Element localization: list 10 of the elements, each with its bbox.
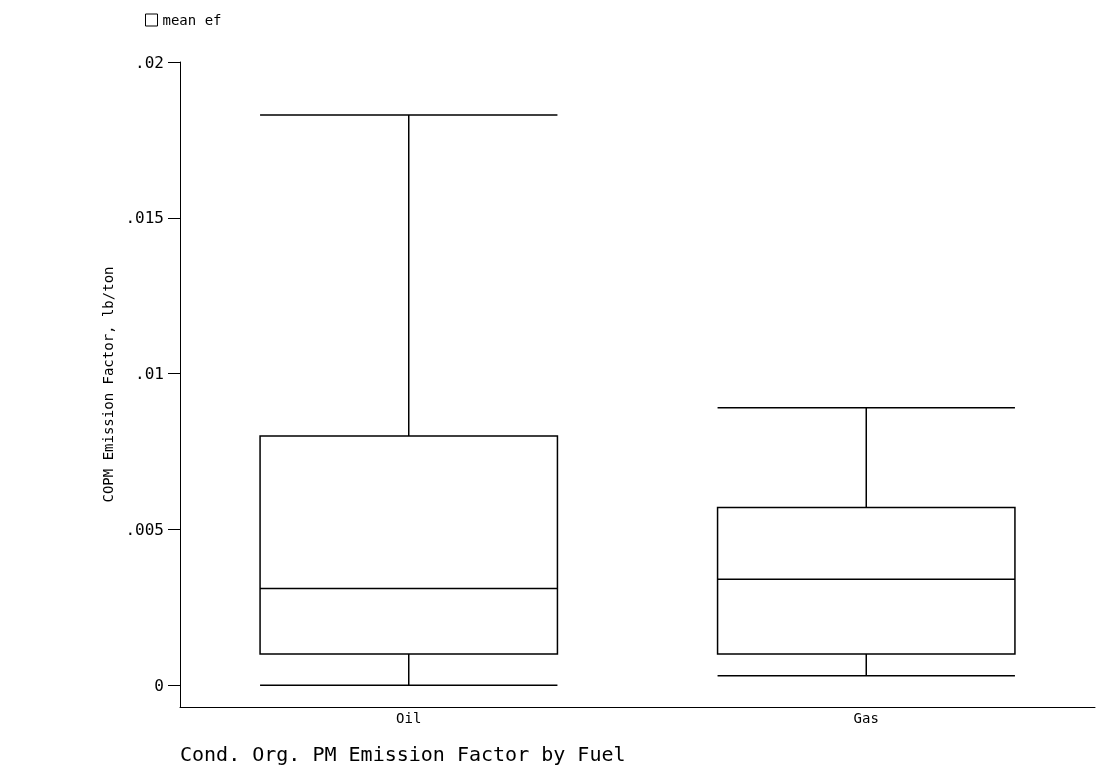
y-tick-label: .01 [135, 364, 164, 384]
legend-label: mean ef [162, 12, 222, 28]
y-axis-title: COPM Emission Factor, lb/ton [99, 266, 116, 503]
y-tick-label: .005 [125, 519, 164, 539]
y-tick-label: 0 [154, 675, 164, 695]
x-tick-label: Oil [396, 710, 422, 726]
y-tick-label: .015 [125, 208, 164, 228]
y-tick-label: .02 [135, 52, 164, 72]
x-tick-label: Gas [853, 710, 879, 726]
text: Cond. Org. PM Emission Factor by Fuel [180, 742, 626, 766]
